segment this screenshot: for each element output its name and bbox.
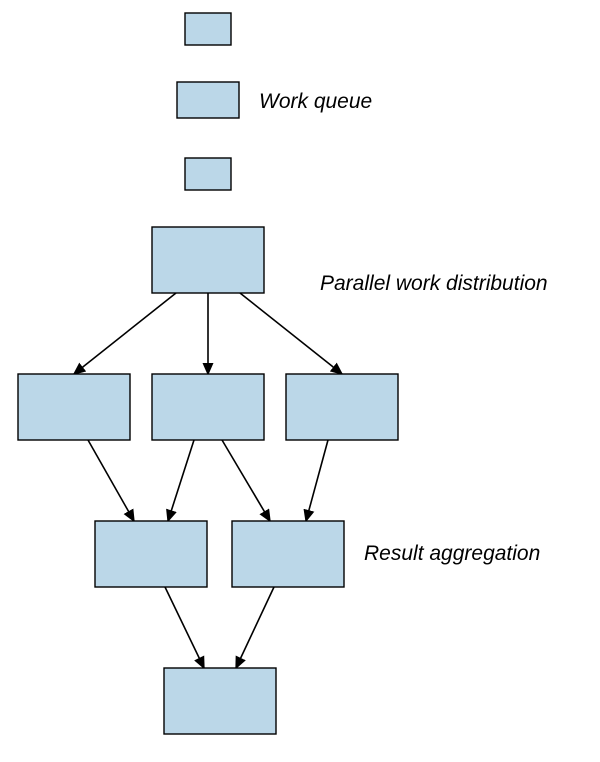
node-sink xyxy=(164,668,276,734)
edge-dist-w3 xyxy=(240,293,342,374)
node-w1 xyxy=(18,374,130,440)
edge-agg2-sink xyxy=(236,587,274,668)
flowchart-canvas: Work queue Parallel work distribution Re… xyxy=(0,0,600,762)
node-w2 xyxy=(152,374,264,440)
edge-w2-agg2 xyxy=(222,440,270,521)
edge-agg1-sink xyxy=(165,587,204,668)
node-dist xyxy=(152,227,264,293)
edges-layer xyxy=(74,293,342,668)
edge-dist-w1 xyxy=(74,293,176,374)
work-queue-label: Work queue xyxy=(259,90,372,113)
parallel-distribution-label: Parallel work distribution xyxy=(320,272,548,295)
node-q2 xyxy=(177,82,239,118)
node-agg2 xyxy=(232,521,344,587)
edge-w2-agg1 xyxy=(168,440,194,521)
node-w3 xyxy=(286,374,398,440)
node-q3 xyxy=(185,158,231,190)
result-aggregation-label: Result aggregation xyxy=(364,542,540,565)
node-q1 xyxy=(185,13,231,45)
edge-w1-agg1 xyxy=(88,440,134,521)
edge-w3-agg2 xyxy=(306,440,328,521)
node-agg1 xyxy=(95,521,207,587)
nodes-layer xyxy=(18,13,398,734)
